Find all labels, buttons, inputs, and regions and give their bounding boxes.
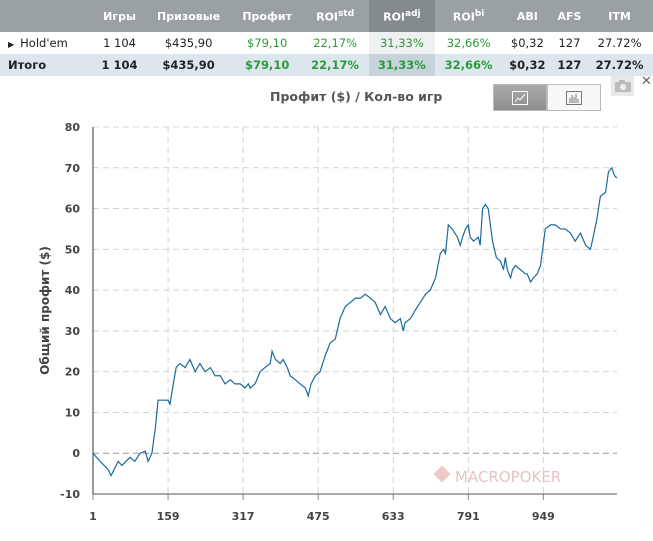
table-cell: 22,17% <box>313 36 358 50</box>
table-cell: 1 104 <box>103 36 137 50</box>
watermark-logo: MACROPOKER <box>455 468 561 486</box>
table-cell: 31,33% <box>368 54 436 76</box>
y-tick-label: 10 <box>65 406 81 419</box>
column-header[interactable]: ITM <box>586 0 653 32</box>
expand-icon[interactable]: ▶ <box>8 40 15 49</box>
table-cell: $435,90 <box>144 54 233 76</box>
table-cell: 32,66% <box>446 36 491 50</box>
column-header[interactable]: Игры <box>94 0 145 32</box>
stats-table: Игры Призовые Профит ROIstd ROIadj ROIbi ABI AF… <box>0 0 653 76</box>
table-cell: $0,32 <box>510 36 544 50</box>
table-cell: Итого <box>0 54 95 76</box>
y-tick-label: 30 <box>65 325 81 338</box>
table-cell: 27.72% <box>597 36 642 50</box>
column-header[interactable]: ROIadj <box>368 0 436 32</box>
column-header[interactable]: ROIbi <box>435 0 502 32</box>
column-header[interactable]: Призовые <box>144 0 233 32</box>
x-tick-label: 1 <box>89 510 97 523</box>
camera-icon[interactable] <box>611 76 634 96</box>
table-cell: 32,66% <box>435 54 502 76</box>
table-cell: 1 104 <box>94 54 145 76</box>
table-cell: 127 <box>552 54 587 76</box>
column-header[interactable] <box>0 0 95 32</box>
y-tick-label: 50 <box>65 243 81 256</box>
table-cell: $79,10 <box>247 36 288 50</box>
column-header[interactable]: ROIstd <box>301 0 369 32</box>
column-header[interactable]: ABI <box>502 0 553 32</box>
table-cell: 127 <box>558 36 581 50</box>
table-row[interactable]: ▶ Hold'em 1 104 $435,90 $79,10 22,17% 31,33% 32… <box>0 32 653 54</box>
x-tick-label: 949 <box>532 510 555 523</box>
x-tick-label: 159 <box>157 510 180 523</box>
table-cell: 27.72% <box>586 54 653 76</box>
line-chart-button[interactable] <box>493 84 547 111</box>
y-tick-label: 40 <box>65 284 81 297</box>
y-axis-label: Общий профит ($) <box>38 246 52 375</box>
y-tick-label: 0 <box>72 447 80 460</box>
column-header[interactable]: AFS <box>552 0 587 32</box>
y-tick-label: 80 <box>65 121 81 134</box>
column-header[interactable]: Профит <box>232 0 302 32</box>
y-tick-label: 20 <box>65 366 81 379</box>
table-cell: 31,33% <box>368 32 436 54</box>
y-tick-label: -10 <box>60 488 80 501</box>
y-tick-label: 70 <box>65 162 81 175</box>
profit-line <box>92 166 618 478</box>
watermark-diamond-icon <box>433 465 451 483</box>
x-tick-label: 475 <box>307 510 330 523</box>
x-tick-label: 791 <box>457 510 480 523</box>
bar-chart-button[interactable] <box>547 84 601 111</box>
x-tick-label: 317 <box>232 510 255 523</box>
line-chart-icon <box>512 90 528 105</box>
table-cell: ▶ Hold'em <box>8 36 68 50</box>
x-tick-label: 633 <box>382 510 405 523</box>
close-icon[interactable]: ✕ <box>641 74 652 89</box>
table-cell: $435,90 <box>164 36 213 50</box>
chart-title: Профит ($) / Кол-во игр <box>270 89 443 104</box>
bar-chart-icon <box>566 90 582 105</box>
table-cell: $79,10 <box>232 54 302 76</box>
total-row: Итого 1 104 $435,90 $79,10 22,17% 31,33% 32,66… <box>0 54 653 76</box>
y-tick-label: 60 <box>65 203 81 216</box>
table-cell: 22,17% <box>301 54 369 76</box>
table-cell: $0,32 <box>502 54 553 76</box>
